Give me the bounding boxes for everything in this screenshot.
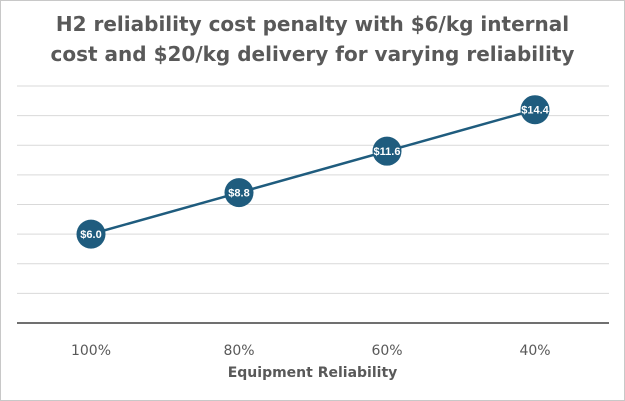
x-tick-label: 100% (71, 343, 111, 359)
gridlines (17, 85, 609, 294)
data-label: $8.8 (228, 188, 249, 200)
data-point-marker (520, 95, 550, 125)
data-point-marker (224, 178, 254, 208)
x-tick-label: 40% (519, 343, 550, 359)
series-line (90, 108, 536, 236)
data-labels: $6.0 $8.8 $11.6 $14.4 (80, 105, 549, 241)
chart-title-line-1: H2 reliability cost penalty with $6/kg i… (55, 12, 570, 36)
x-axis-label: Equipment Reliability (227, 365, 398, 381)
data-label: $11.6 (374, 146, 401, 158)
x-tick-label: 60% (371, 343, 402, 359)
series-markers (76, 95, 550, 249)
data-point-marker (372, 136, 402, 166)
chart-title-line-2: cost and $20/kg delivery for varying rel… (50, 42, 575, 66)
x-tick-label: 80% (223, 343, 254, 359)
series-polyline (90, 108, 536, 236)
data-point-marker (76, 219, 106, 249)
data-label: $14.4 (521, 105, 549, 117)
chart-title: H2 reliability cost penalty with $6/kg i… (1, 9, 624, 69)
x-tick-labels: 100% 80% 60% 40% (71, 343, 551, 359)
data-label: $6.0 (80, 229, 101, 241)
